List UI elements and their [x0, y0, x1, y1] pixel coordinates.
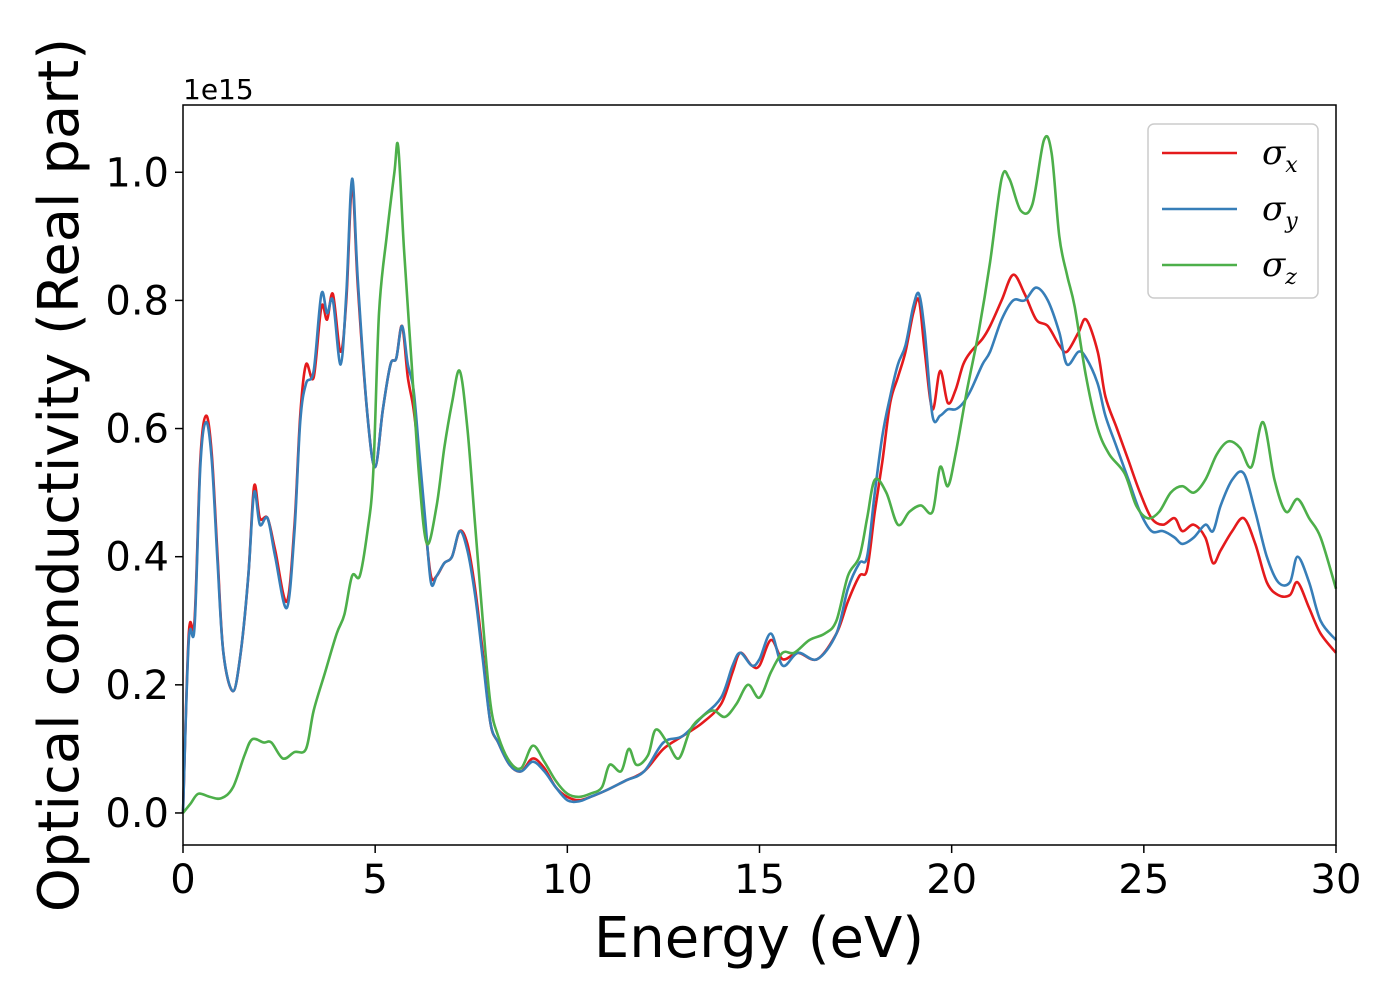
- series-layer: [181, 135, 1338, 814]
- y-tick-label: 0.0: [105, 791, 169, 837]
- x-tick-label: 15: [734, 857, 785, 903]
- legend-label-symbol: σ: [1262, 133, 1286, 173]
- legend-label-sigma-y: σy: [1262, 189, 1298, 234]
- series-line-sigma-y: [181, 177, 1338, 814]
- series-line-sigma-z: [181, 135, 1338, 814]
- x-tick-label: 10: [542, 857, 593, 903]
- y-axis-label: Optical conductivity (Real part): [27, 38, 92, 912]
- y-tick-label: 0.6: [105, 407, 169, 453]
- legend-label-subscript: y: [1284, 209, 1298, 234]
- x-tick-label: 25: [1118, 857, 1169, 903]
- legend-frame: [1147, 123, 1319, 299]
- y-tick-label: 1.0: [105, 150, 169, 196]
- x-axis-label: Energy (eV): [594, 906, 924, 971]
- legend-label-sigma-z: σz: [1262, 245, 1297, 290]
- y-tick-label: 0.2: [105, 663, 169, 709]
- series-line-sigma-x: [181, 183, 1338, 814]
- x-tick-label: 0: [170, 857, 195, 903]
- x-tick-label: 5: [362, 857, 387, 903]
- x-tick-label: 20: [926, 857, 977, 903]
- legend-label-sigma-x: σx: [1262, 133, 1298, 178]
- y-axis: 0.0 0.2 0.4 0.6 0.8 1.0: [105, 150, 183, 837]
- legend-label-subscript: x: [1285, 153, 1298, 178]
- y-offset-label: 1e15: [183, 73, 254, 106]
- legend-label-symbol: σ: [1262, 245, 1286, 285]
- plot-background: [183, 105, 1336, 845]
- x-tick-label: 30: [1311, 857, 1362, 903]
- y-tick-label: 0.4: [105, 535, 169, 581]
- legend-label-symbol: σ: [1262, 189, 1286, 229]
- y-tick-label: 0.8: [105, 278, 169, 324]
- legend-label-subscript: z: [1284, 265, 1297, 290]
- x-axis: 0 5 10 15 20 25 30: [170, 845, 1361, 903]
